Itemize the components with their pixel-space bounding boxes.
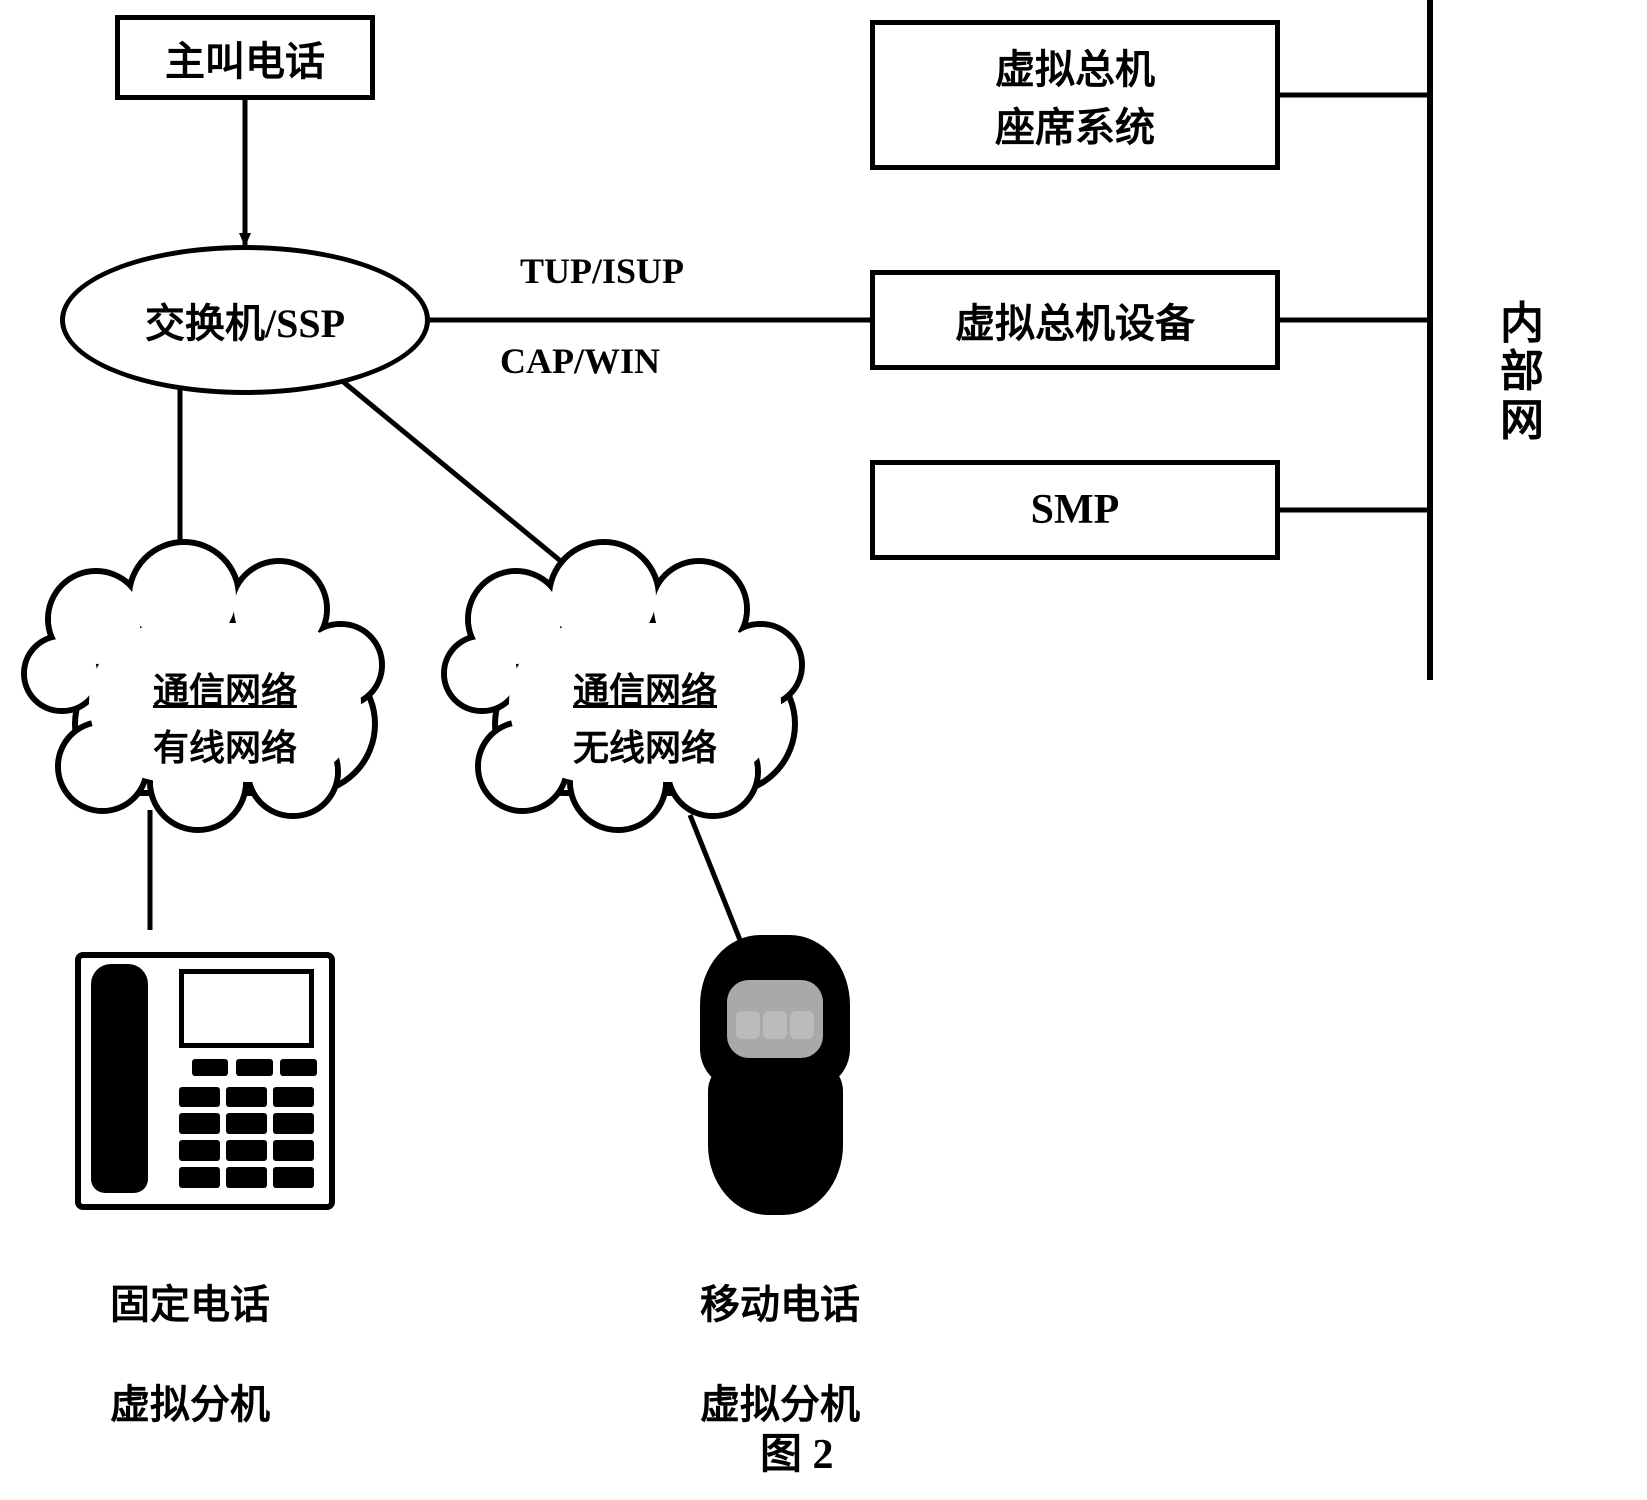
mobile-phone-icon — [700, 935, 850, 1215]
figure-caption: 图 2 — [760, 1420, 834, 1481]
intranet-char-3: 网 — [1500, 397, 1544, 445]
intranet-char-2: 部 — [1500, 348, 1544, 396]
vpbx-device-box: 虚拟总机设备 — [870, 270, 1280, 370]
wired-cloud: 通信网络有线网络 — [55, 580, 395, 820]
desk-phone-icon — [75, 930, 335, 1210]
diagram-stage: 主叫电话 虚拟总机 座席系统 虚拟总机设备 SMP 交换机/SSP TUP/IS… — [0, 0, 1647, 1500]
intranet-label: 内 部 网 — [1500, 300, 1544, 445]
switch-ssp-label: 交换机/SSP — [145, 291, 345, 349]
cap-win-label: CAP/WIN — [500, 340, 660, 382]
tup-isup-label: TUP/ISUP — [520, 250, 684, 292]
vpbx-device-label: 虚拟总机设备 — [955, 291, 1195, 349]
intranet-char-1: 内 — [1500, 300, 1544, 348]
smp-box: SMP — [870, 460, 1280, 560]
caller-label: 主叫电话 — [165, 29, 325, 87]
fixed-phone-caption: 固定电话 虚拟分机 — [70, 1230, 270, 1480]
smp-label: SMP — [1031, 486, 1120, 534]
wireless-cloud: 通信网络无线网络 — [475, 580, 815, 820]
switch-ssp-ellipse: 交换机/SSP — [60, 245, 430, 395]
caller-box: 主叫电话 — [115, 15, 375, 100]
seat-system-label: 虚拟总机 座席系统 — [995, 37, 1155, 153]
seat-system-box: 虚拟总机 座席系统 — [870, 20, 1280, 170]
